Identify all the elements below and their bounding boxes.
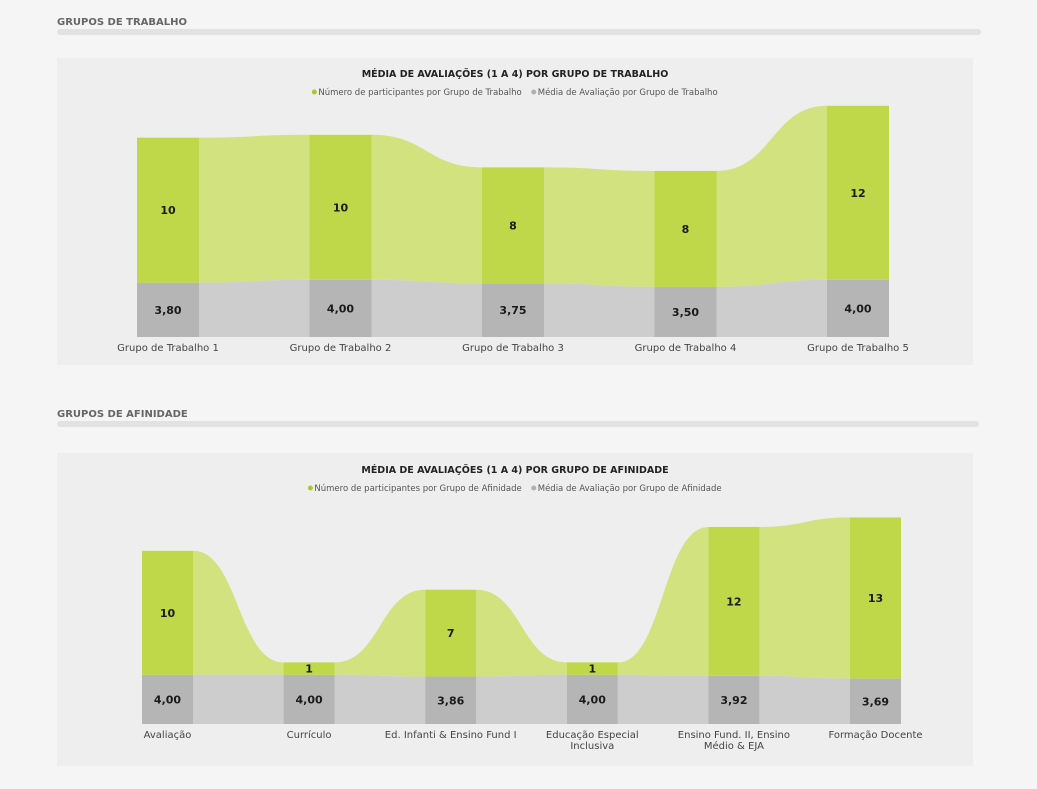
ribbon-media <box>617 674 709 724</box>
bar-media <box>283 674 335 724</box>
data-label-media: 4,00 <box>327 302 354 315</box>
data-label-participantes: 12 <box>850 187 865 200</box>
data-label-media: 4,00 <box>579 693 606 706</box>
category-label: Ensino Fund. II, Ensino <box>678 730 790 741</box>
ribbon-media <box>544 283 655 337</box>
category-label: Inclusiva <box>570 741 614 752</box>
legend-marker <box>531 89 537 95</box>
bar-participantes <box>309 134 372 280</box>
category-label: Ed. Infanti & Ensino Fund I <box>385 730 517 741</box>
legend-label: Número de participantes por Grupo de Afi… <box>314 484 521 494</box>
legend-marker <box>531 485 537 491</box>
category-label: Grupo de Trabalho 1 <box>117 343 219 354</box>
ribbon-participantes <box>476 589 567 677</box>
ribbon-media <box>759 675 850 724</box>
bar-media <box>309 279 372 337</box>
bar-media <box>654 286 717 337</box>
ribbon-participantes <box>199 134 310 283</box>
ribbon-participantes <box>334 589 426 677</box>
section-title-afinidade: GRUPOS DE AFINIDADE <box>57 409 188 420</box>
data-label-media: 3,75 <box>499 304 526 317</box>
category-label: Grupo de Trabalho 4 <box>635 343 737 354</box>
legend: Número de participantes por Grupo de Afi… <box>307 483 722 494</box>
category-label: Currículo <box>287 729 332 741</box>
ribbon-media <box>476 674 567 724</box>
chart-title: MÉDIA DE AVALIAÇÕES (1 A 4) POR GRUPO DE… <box>361 464 668 476</box>
category-label: Grupo de Trabalho 2 <box>290 343 392 354</box>
chart-title: MÉDIA DE AVALIAÇÕES (1 A 4) POR GRUPO DE… <box>362 68 669 80</box>
bar-media <box>827 279 889 337</box>
bar-media <box>482 283 544 337</box>
bar-participantes <box>482 167 544 284</box>
data-label-participantes: 8 <box>682 223 690 236</box>
category-label: Formação Docente <box>828 730 922 741</box>
bar-media <box>425 676 477 724</box>
bar-media <box>566 674 618 724</box>
bar-media <box>142 674 193 724</box>
chart-trabalho: MÉDIA DE AVALIAÇÕES (1 A 4) POR GRUPO DE… <box>117 68 909 354</box>
bar-participantes <box>566 662 618 675</box>
data-label-participantes: 8 <box>509 219 517 232</box>
bar-participantes <box>654 170 717 287</box>
data-label-participantes: 12 <box>726 595 741 608</box>
data-label-participantes: 10 <box>160 204 176 217</box>
bar-participantes <box>850 517 901 679</box>
legend-label: Número de participantes por Grupo de Tra… <box>318 88 521 98</box>
data-label-participantes: 10 <box>333 201 349 214</box>
data-label-media: 3,86 <box>437 694 464 707</box>
ribbon-participantes <box>617 526 709 676</box>
bar-participantes <box>425 589 477 677</box>
legend-label: Média de Avaliação por Grupo de Afinidad… <box>538 483 722 494</box>
chart-panel-trabalho: MÉDIA DE AVALIAÇÕES (1 A 4) POR GRUPO DE… <box>57 58 973 365</box>
section-divider <box>57 29 981 35</box>
ribbon-media <box>334 674 426 724</box>
section-title-trabalho: GRUPOS DE TRABALHO <box>57 17 188 28</box>
ribbon-media <box>193 674 284 724</box>
chart-afinidade: MÉDIA DE AVALIAÇÕES (1 A 4) POR GRUPO DE… <box>142 464 923 752</box>
category-label: Avaliação <box>144 730 192 741</box>
bar-participantes <box>142 550 193 675</box>
bar-media <box>137 282 199 337</box>
bar-participantes <box>137 137 199 283</box>
ribbon-participantes <box>759 517 850 679</box>
legend-marker <box>307 485 313 491</box>
bar-participantes <box>283 662 335 675</box>
bar-participantes <box>708 526 760 676</box>
ribbon-media <box>716 279 827 337</box>
data-label-media: 4,00 <box>296 693 323 706</box>
bar-media <box>850 678 901 724</box>
legend-marker <box>311 89 317 95</box>
data-label-participantes: 1 <box>588 663 596 676</box>
data-label-media: 4,00 <box>154 693 181 706</box>
ribbon-participantes <box>544 167 655 287</box>
ribbon-participantes <box>716 105 827 287</box>
ribbon-media <box>199 279 310 337</box>
data-label-media: 4,00 <box>844 302 871 315</box>
category-label: Médio & EJA <box>704 740 764 752</box>
chart-panel-afinidade: MÉDIA DE AVALIAÇÕES (1 A 4) POR GRUPO DE… <box>57 453 973 766</box>
data-label-participantes: 10 <box>160 607 176 620</box>
ribbon-participantes <box>193 550 284 675</box>
ribbon-participantes <box>371 134 482 284</box>
data-label-media: 3,92 <box>720 694 747 707</box>
data-label-participantes: 13 <box>868 592 883 605</box>
legend: Número de participantes por Grupo de Tra… <box>311 87 718 98</box>
category-label: Grupo de Trabalho 5 <box>807 343 909 354</box>
legend-label: Média de Avaliação por Grupo de Trabalho <box>538 87 718 98</box>
data-label-media: 3,80 <box>154 304 181 317</box>
data-label-participantes: 1 <box>305 663 313 676</box>
bar-media <box>708 675 760 724</box>
bar-participantes <box>827 105 889 280</box>
category-label: Educação Especial <box>546 730 639 741</box>
data-label-media: 3,50 <box>672 306 699 319</box>
category-label: Grupo de Trabalho 3 <box>462 343 564 354</box>
section-divider <box>57 421 979 427</box>
data-label-participantes: 7 <box>447 627 455 640</box>
data-label-media: 3,69 <box>862 695 889 708</box>
ribbon-media <box>371 279 482 337</box>
